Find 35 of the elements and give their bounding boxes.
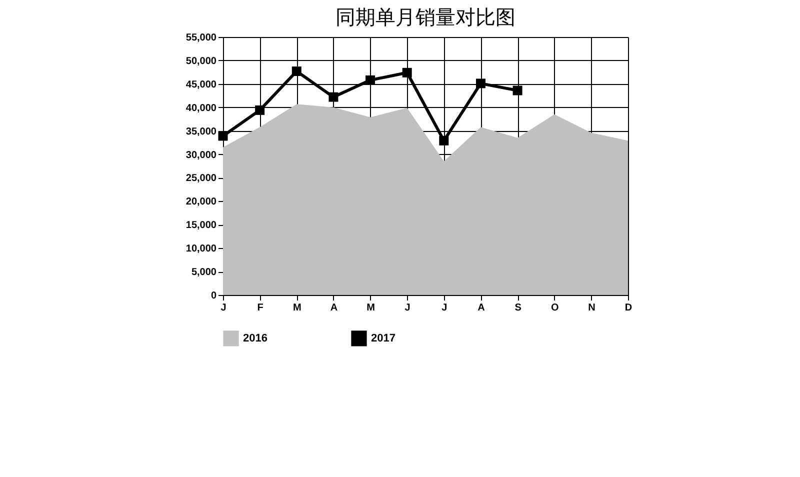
x-tick-label: J <box>220 302 226 314</box>
x-tick-label: O <box>550 302 559 314</box>
y-tick-label: 45,000 <box>186 79 217 90</box>
x-tick-label: M <box>292 302 302 314</box>
x-tick-label: J <box>442 302 448 314</box>
x-tick-label: J <box>404 302 410 314</box>
point <box>328 92 338 102</box>
point <box>255 105 265 115</box>
x-tick-label: A <box>330 302 338 314</box>
y-tick-label: 20,000 <box>186 196 217 208</box>
x-tick-label: D <box>624 302 632 314</box>
y-tick-label: 15,000 <box>186 220 217 232</box>
legend-label: 2017 <box>371 332 396 344</box>
point <box>476 78 486 88</box>
x-tick-label: A <box>478 302 485 314</box>
legend-label: 2016 <box>243 332 268 344</box>
y-tick-label: 55,000 <box>186 32 217 44</box>
x-tick-label: S <box>514 302 522 314</box>
y-tick-label: 50,000 <box>186 56 217 67</box>
x-tick-label: N <box>588 302 596 314</box>
point <box>366 75 376 85</box>
chart-title: 同期单月销量对比图 <box>336 5 516 29</box>
point <box>512 86 522 96</box>
y-tick-label: 30,000 <box>186 150 217 161</box>
y-tick-label: 5,000 <box>191 267 217 278</box>
y-tick-label: 35,000 <box>186 126 217 138</box>
y-tick-label: 0 <box>210 290 217 302</box>
point <box>439 136 449 146</box>
x-tick-label: F <box>257 302 264 314</box>
point <box>292 66 302 76</box>
point <box>402 68 412 78</box>
y-tick-label: 40,000 <box>186 102 217 114</box>
x-tick-label: M <box>366 302 375 314</box>
y-tick-label: 25,000 <box>186 173 217 184</box>
y-tick-label: 10,000 <box>186 244 217 255</box>
